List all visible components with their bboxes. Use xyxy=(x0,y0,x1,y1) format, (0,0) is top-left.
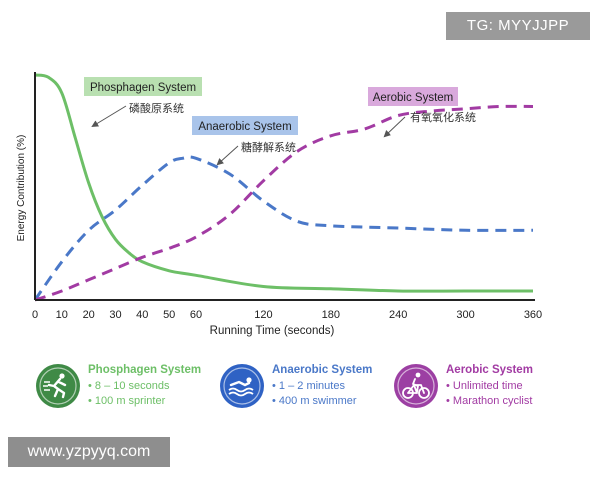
phosphagen-title: Phosphagen System xyxy=(88,364,202,376)
cyclist-icon xyxy=(397,367,435,405)
x-tick-label-240: 240 xyxy=(389,309,407,321)
phosphagen-example: • 100 m sprinter xyxy=(88,395,166,407)
callout-aerobic-box xyxy=(368,87,458,106)
anaerobic-duration: • 1 – 2 minutes xyxy=(272,380,345,392)
callout-anaerobic-arrow xyxy=(216,145,239,166)
x-tick-label-40: 40 xyxy=(136,309,148,321)
callout-aerobic: Aerobic System 有氧氧化系统 xyxy=(368,87,476,138)
callout-phosphagen: Phosphagen System 磷酸原系统 xyxy=(84,77,202,128)
x-tick-labels: 0 10 20 30 40 50 60 120 180 240 300 360 xyxy=(32,309,542,321)
x-tick-label-30: 30 xyxy=(109,309,121,321)
callout-phosphagen-arrow xyxy=(91,105,127,128)
x-tick-label-300: 300 xyxy=(456,309,474,321)
phosphagen-duration: • 8 – 10 seconds xyxy=(88,380,170,392)
x-tick-label-180: 180 xyxy=(322,309,340,321)
watermark-bottom: www.yzpyyq.com xyxy=(8,437,170,467)
series-line-aerobic xyxy=(34,104,534,302)
aerobic-title: Aerobic System xyxy=(446,364,533,376)
x-axis-label: Running Time (seconds) xyxy=(210,325,335,337)
y-axis-label: Energy Contribution (%) xyxy=(16,135,27,242)
callout-anaerobic-zh: 糖酵解系统 xyxy=(241,140,296,154)
x-tick-label-120: 120 xyxy=(254,309,272,321)
x-tick-label-20: 20 xyxy=(83,309,95,321)
swimmer-icon xyxy=(223,367,261,405)
x-tick-label-0: 0 xyxy=(32,309,38,321)
callout-aerobic-zh: 有氧氧化系统 xyxy=(410,110,476,124)
callout-aerobic-label: Aerobic System xyxy=(373,92,454,104)
series-line-anaerobic xyxy=(33,155,534,301)
callout-anaerobic-label: Anaerobic System xyxy=(198,121,291,133)
aerobic-example-text: Marathon cyclist xyxy=(452,395,533,407)
anaerobic-title: Anaerobic System xyxy=(272,364,373,376)
series-line-phosphagen xyxy=(34,73,533,293)
callout-aerobic-arrow xyxy=(383,116,406,138)
anaerobic-duration-text: 1 – 2 minutes xyxy=(278,380,345,392)
callout-anaerobic: Anaerobic System 糖酵解系统 xyxy=(192,116,298,166)
x-tick-label-10: 10 xyxy=(56,309,68,321)
callout-phosphagen-box xyxy=(84,77,202,96)
anaerobic-badge xyxy=(220,364,264,408)
aerobic-example: • Marathon cyclist xyxy=(446,395,533,407)
aerobic-badge xyxy=(394,364,438,408)
anaerobic-example: • 400 m swimmer xyxy=(272,395,357,407)
series-layer xyxy=(33,73,534,302)
x-tick-label-360: 360 xyxy=(524,309,542,321)
phosphagen-badge xyxy=(36,364,80,408)
watermark-top: TG: MYYJJPP xyxy=(446,12,590,40)
aerobic-duration: • Unlimited time xyxy=(446,380,523,392)
phosphagen-duration-text: 8 – 10 seconds xyxy=(94,380,170,392)
callout-anaerobic-box xyxy=(192,116,298,135)
sprinter-icon xyxy=(39,367,77,405)
callout-phosphagen-label: Phosphagen System xyxy=(90,82,196,94)
callout-phosphagen-zh: 磷酸原系统 xyxy=(129,101,184,115)
x-tick-label-50: 50 xyxy=(163,309,175,321)
x-tick-label-60: 60 xyxy=(190,309,202,321)
aerobic-duration-text: Unlimited time xyxy=(452,380,523,392)
anaerobic-example-text: 400 m swimmer xyxy=(278,395,357,407)
phosphagen-example-text: 100 m sprinter xyxy=(94,395,166,407)
